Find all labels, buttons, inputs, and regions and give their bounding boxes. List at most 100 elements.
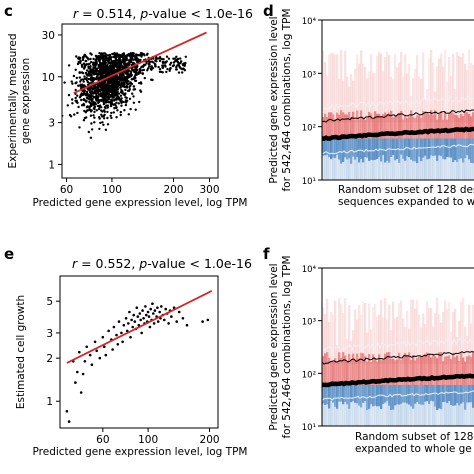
panel-f-upper-haze: [392, 301, 395, 364]
panel-c-point: [92, 78, 95, 81]
panel-c-scatter-plot: 60 100 200 300 1 3 10 30: [42, 23, 220, 196]
panel-d-lower-haze: [354, 159, 357, 180]
panel-c-point: [120, 63, 123, 67]
panel-f-lower-haze: [324, 405, 327, 426]
panel-d-lower-band: [448, 138, 451, 158]
panel-f-upper-band: [376, 361, 379, 385]
panel-e-point: [141, 309, 144, 312]
panel-e-point: [83, 360, 87, 363]
panel-d-lower-haze: [446, 157, 449, 180]
panel-f-upper-haze: [370, 329, 373, 365]
panel-f-lower-band: [392, 385, 395, 410]
panel-e-xtick-label: 100: [138, 434, 158, 446]
panel-d-upper-haze: [422, 52, 425, 123]
panel-f-upper-haze: [360, 314, 363, 365]
panel-c-point: [129, 107, 132, 111]
panel-c-point: [122, 81, 126, 85]
panel-c-point: [86, 80, 90, 84]
panel-c-point: [120, 97, 123, 100]
panel-d-lower-haze: [444, 159, 447, 180]
panel-c-point: [105, 56, 108, 60]
panel-f-upper-band: [470, 357, 473, 386]
panel-c-point: [85, 106, 89, 109]
panel-c-point: [112, 52, 116, 56]
panel-f-upper-haze: [354, 309, 357, 365]
panel-d-lower-band: [416, 138, 419, 164]
panel-c-point: [115, 56, 118, 59]
panel-c-point: [141, 72, 144, 76]
panel-d-lower-band: [370, 138, 373, 160]
panel-c-point: [97, 59, 101, 62]
panel-d-upper-band: [464, 111, 467, 139]
panel-e-point: [130, 318, 133, 322]
panel-d-upper-band: [416, 115, 419, 139]
panel-c-point: [56, 86, 58, 88]
panel-d-upper-haze: [388, 55, 391, 123]
panel-e-point: [138, 312, 142, 315]
panel-d-lower-haze: [388, 162, 391, 180]
panel-d-lower-haze: [364, 157, 367, 180]
panel-f-upper-haze: [366, 332, 369, 365]
panel-c-point: [96, 91, 100, 94]
panel-e-point: [146, 310, 150, 314]
panel-c-point: [110, 93, 114, 96]
panel-c-point: [80, 63, 84, 67]
panel-d-lower-haze: [376, 159, 379, 180]
panel-c-point: [63, 81, 66, 84]
panel-c-point: [109, 64, 112, 68]
panel-d-lower-band: [402, 138, 405, 159]
panel-f-upper-band: [332, 361, 335, 385]
panel-d-upper-haze: [360, 50, 363, 123]
panel-c-point: [111, 70, 115, 73]
panel-c-point: [183, 69, 187, 72]
panel-e-point: [135, 306, 139, 310]
panel-c-point: [107, 85, 111, 88]
panel-f-lower-band: [356, 385, 359, 404]
panel-f-lower-haze: [432, 401, 435, 426]
panel-c-point: [111, 86, 114, 89]
panel-c-point: [100, 63, 103, 66]
panel-e-point: [112, 325, 116, 329]
panel-c-point: [78, 126, 81, 129]
panel-f-upper-haze: [436, 297, 439, 364]
panel-c-point: [109, 114, 112, 118]
panel-d-upper-band: [352, 111, 355, 139]
panel-c-point: [85, 73, 88, 76]
panel-f-upper-band: [390, 358, 393, 385]
panel-f-upper-band: [444, 356, 447, 385]
panel-d-upper-band: [400, 110, 403, 139]
panel-f-upper-haze: [374, 304, 377, 364]
panel-f-lower-haze: [422, 404, 425, 426]
panel-c-point: [93, 90, 96, 93]
panel-c-point: [136, 61, 139, 64]
panel-d-upper-band: [432, 114, 435, 139]
panel-c-point: [90, 104, 93, 108]
panel-d-lower-band: [350, 138, 353, 164]
panel-d-lower-band: [456, 138, 459, 162]
panel-f-upper-band: [370, 361, 373, 386]
panel-c-point: [75, 55, 78, 58]
panel-c-point: [132, 95, 135, 98]
panel-d-lower-band: [468, 138, 471, 160]
panel-f-lower-haze: [470, 402, 473, 426]
panel-d-lower-haze: [436, 160, 439, 180]
panel-d-upper-haze: [334, 54, 337, 123]
panel-f-lower-band: [324, 385, 327, 405]
panel-c-point: [92, 57, 95, 61]
panel-d-lower-band: [328, 138, 331, 158]
panel-c-point: [106, 106, 110, 109]
panel-c-point: [131, 92, 134, 95]
panel-c-point: [180, 67, 183, 70]
panel-c-point: [116, 95, 120, 98]
panel-c-point: [107, 90, 110, 93]
panel-e-point: [148, 325, 152, 329]
panel-c-point: [76, 94, 79, 97]
panel-f-upper-haze: [378, 314, 381, 364]
panel-f-upper-haze: [364, 303, 367, 365]
panel-f-lower-haze: [426, 401, 429, 426]
panel-c-point: [131, 61, 135, 65]
panel-e-point: [163, 318, 166, 322]
panel-c-point: [81, 78, 85, 81]
panel-c-point: [154, 59, 157, 62]
panel-c-point: [98, 105, 101, 109]
